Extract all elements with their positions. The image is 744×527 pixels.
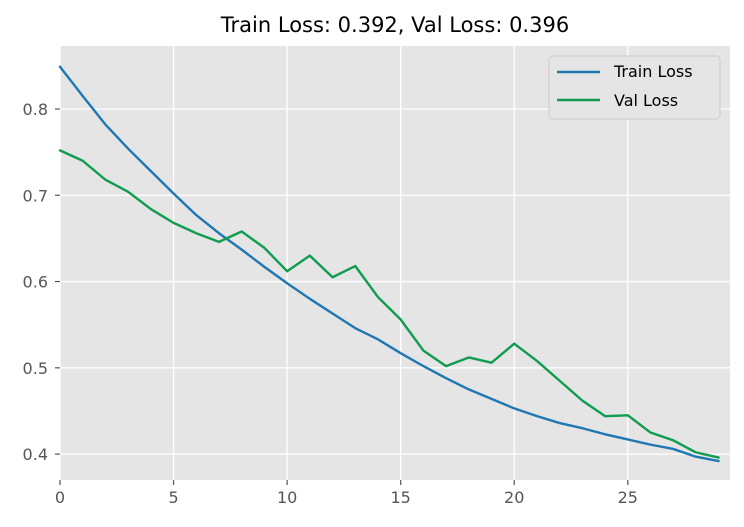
y-tick-label: 0.7 [23, 186, 48, 205]
legend: Train Loss Val Loss [548, 55, 721, 120]
tick-layer: 0 5 10 15 20 25 0.4 0.5 0.6 0.7 0.8 [23, 100, 638, 507]
legend-label-val-loss: Val Loss [614, 91, 678, 110]
x-tick-label: 15 [390, 488, 410, 507]
y-tick-label: 0.5 [23, 359, 48, 378]
legend-label-train-loss: Train Loss [613, 62, 693, 81]
y-tick-label: 0.4 [23, 445, 48, 464]
train-loss-line [58, 65, 720, 463]
x-tick-label: 5 [168, 488, 178, 507]
y-tick-label: 0.6 [23, 273, 48, 292]
val-loss-line [58, 149, 720, 459]
chart-title: Train Loss: 0.392, Val Loss: 0.396 [220, 13, 569, 37]
x-tick-label: 20 [504, 488, 524, 507]
series-layer [58, 65, 720, 463]
x-tick-label: 0 [55, 488, 65, 507]
y-tick-label: 0.8 [23, 100, 48, 119]
x-tick-label: 10 [277, 488, 297, 507]
x-tick-label: 25 [618, 488, 638, 507]
